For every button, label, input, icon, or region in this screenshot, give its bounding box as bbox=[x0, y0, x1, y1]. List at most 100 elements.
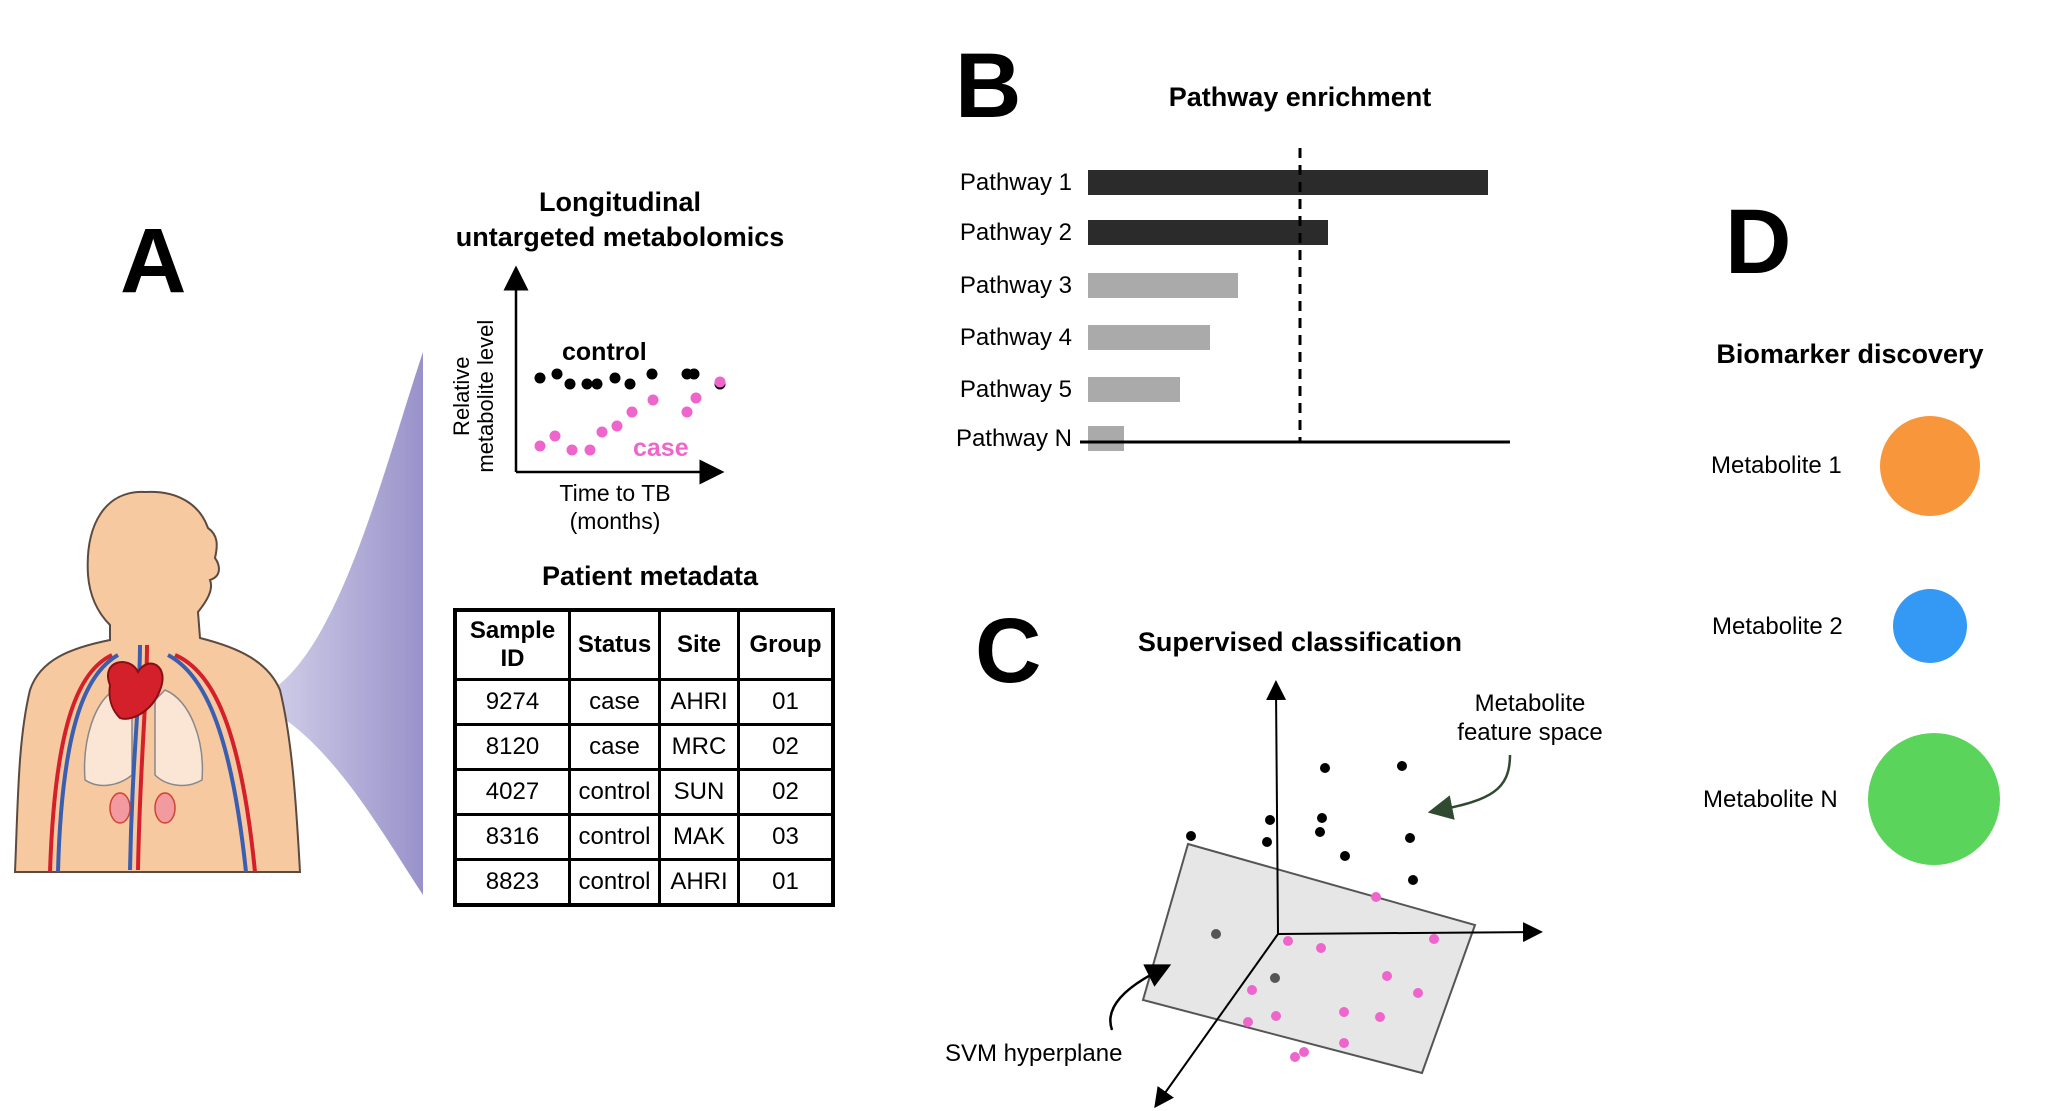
pathway-label: Pathway 5 bbox=[959, 376, 1072, 403]
class-b-point bbox=[1243, 1017, 1253, 1027]
class-b-point bbox=[1290, 1052, 1300, 1062]
table-cell: AHRI bbox=[658, 678, 740, 726]
table-cell: 9274 bbox=[453, 678, 571, 726]
header-group: Group bbox=[737, 608, 835, 681]
metabolite-n-label: Metabolite N bbox=[1703, 786, 1838, 813]
pathway-enrichment-chart bbox=[1080, 148, 1510, 451]
biomarker-discovery-title: Biomarker discovery bbox=[1716, 339, 1984, 369]
plot-x-label: Time to TB (months) bbox=[530, 480, 700, 535]
class-b-point bbox=[1247, 985, 1257, 995]
case-point bbox=[566, 444, 578, 456]
class-a-point bbox=[1186, 831, 1196, 841]
feature-space-plot bbox=[1109, 680, 1543, 1109]
feature-axis-vertical bbox=[1266, 680, 1287, 935]
class-b-point bbox=[1339, 1007, 1349, 1017]
pathway-label: Pathway 2 bbox=[959, 219, 1072, 246]
table-row: 4027 control SUN 02 bbox=[453, 768, 835, 816]
table-cell: case bbox=[568, 723, 661, 771]
class-a-point bbox=[1320, 763, 1330, 773]
panel-letter-a: A bbox=[120, 210, 187, 312]
class-b-point bbox=[1339, 1038, 1349, 1048]
plot-x-label-line1: Time to TB bbox=[559, 480, 671, 506]
table-cell: MRC bbox=[658, 723, 740, 771]
metabolite-time-plot bbox=[503, 265, 726, 485]
table-cell: case bbox=[568, 678, 661, 726]
table-cell: AHRI bbox=[658, 858, 740, 907]
pathway-bar bbox=[1088, 426, 1124, 451]
metabolite-n-circle bbox=[1868, 733, 2000, 865]
class-b-point bbox=[1429, 934, 1439, 944]
class-a-point bbox=[1270, 973, 1280, 983]
metabolite-1-label: Metabolite 1 bbox=[1711, 452, 1842, 479]
pathway-bar bbox=[1088, 377, 1180, 402]
control-point bbox=[688, 368, 700, 380]
class-b-point bbox=[1271, 1011, 1281, 1021]
control-point bbox=[564, 378, 576, 390]
longitudinal-title-line1: Longitudinal bbox=[539, 187, 701, 217]
table-row: 8120 case MRC 02 bbox=[453, 723, 835, 771]
pathway-enrichment-title: Pathway enrichment bbox=[1168, 82, 1432, 112]
metabolite-2-circle bbox=[1893, 589, 1967, 663]
header-site: Site bbox=[658, 608, 740, 681]
table-cell: SUN bbox=[658, 768, 740, 816]
control-point bbox=[581, 378, 593, 390]
supervised-classification-title: Supervised classification bbox=[1137, 627, 1463, 657]
table-cell: control bbox=[568, 858, 661, 907]
class-a-point bbox=[1340, 851, 1350, 861]
case-series-label: case bbox=[633, 434, 689, 462]
feature-space-line2: feature space bbox=[1457, 718, 1603, 746]
pathway-bar bbox=[1088, 170, 1488, 195]
feature-axis-depth bbox=[1154, 933, 1279, 1109]
feature-space-line1: Metabolite bbox=[1474, 690, 1586, 717]
class-b-point bbox=[1316, 943, 1326, 953]
svm-feature-space-diagram bbox=[0, 0, 1000, 500]
class-a-point bbox=[1408, 875, 1418, 885]
header-status: Status bbox=[568, 608, 661, 681]
table-cell: MAK bbox=[658, 813, 740, 861]
control-point bbox=[609, 372, 621, 384]
longitudinal-title: Longitudinal untargeted metabolomics bbox=[420, 185, 820, 255]
control-point bbox=[551, 368, 563, 380]
pathway-bar bbox=[1088, 220, 1328, 245]
control-point bbox=[534, 372, 546, 384]
class-b-point bbox=[1283, 936, 1293, 946]
table-header-row: Sample ID Status Site Group bbox=[453, 608, 835, 681]
svm-hyperplane bbox=[1141, 842, 1477, 1075]
panel-letter-d: D bbox=[1725, 191, 1792, 293]
metabolite-feature-space-label: Metabolite feature space bbox=[1430, 690, 1630, 748]
metabolite-1-circle bbox=[1880, 416, 1980, 516]
header-sample-id: Sample ID bbox=[453, 608, 571, 681]
longitudinal-title-line2: untargeted metabolomics bbox=[455, 222, 785, 253]
class-a-point bbox=[1397, 761, 1407, 771]
table-row: 8823 control AHRI 01 bbox=[453, 858, 835, 907]
table-cell: 02 bbox=[737, 768, 835, 816]
human-body-illustration bbox=[13, 352, 423, 895]
class-b-point bbox=[1299, 1047, 1309, 1057]
table-row: 8316 control MAK 03 bbox=[453, 813, 835, 861]
class-b-point bbox=[1413, 988, 1423, 998]
panel-letter-b: B bbox=[955, 35, 1022, 137]
table-cell: 02 bbox=[737, 723, 835, 771]
case-point bbox=[690, 392, 702, 404]
table-cell: 8823 bbox=[453, 858, 571, 907]
svm-hyperplane-label: SVM hyperplane bbox=[945, 1040, 1123, 1067]
table-cell: 01 bbox=[737, 678, 835, 726]
table-cell: 4027 bbox=[453, 768, 571, 816]
control-point bbox=[646, 368, 658, 380]
control-series-label: control bbox=[562, 338, 647, 366]
control-point bbox=[591, 378, 603, 390]
patient-metadata-title: Patient metadata bbox=[541, 561, 759, 591]
case-point bbox=[534, 440, 546, 452]
table-row: 9274 case AHRI 01 bbox=[453, 678, 835, 726]
class-b-point bbox=[1371, 892, 1381, 902]
panel-letter-c: C bbox=[975, 600, 1042, 702]
class-a-point bbox=[1317, 813, 1327, 823]
hyperplane-arrow bbox=[1109, 964, 1172, 1031]
feature-axis-horizontal bbox=[1277, 922, 1543, 943]
pathway-label: Pathway N bbox=[955, 425, 1072, 452]
pathway-label: Pathway 3 bbox=[959, 272, 1072, 299]
pathway-label: Pathway 1 bbox=[959, 169, 1072, 196]
pathway-label: Pathway 4 bbox=[959, 324, 1072, 351]
class-a-point bbox=[1265, 815, 1275, 825]
table-cell: 8316 bbox=[453, 813, 571, 861]
